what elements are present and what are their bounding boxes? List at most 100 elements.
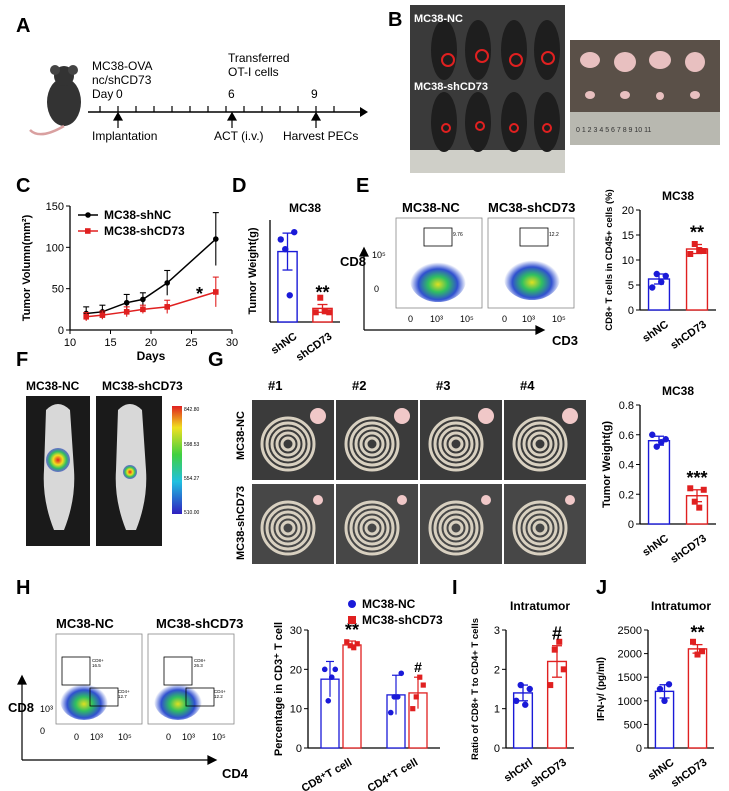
data-point [653,443,660,450]
x-axis-label: Days [137,349,166,363]
event-arrows [112,111,322,128]
day-0-label: 0 [116,87,123,101]
y-axis-label: Tumor Weight(g) [247,227,259,314]
photo-label-sh: MC38-shCD73 [414,81,488,93]
x-tick-label: 20 [145,337,157,349]
ruler-marks: 0 1 2 3 4 5 6 7 8 9 10 11 [576,127,651,134]
data-point [321,666,328,673]
ivis-scale-4: 510.00 [184,510,200,516]
data-point [213,236,219,242]
replicate-3: #3 [436,378,450,393]
flow-e-xtick-0: 0 [408,314,413,324]
bar [647,440,671,525]
data-point [700,248,707,254]
intestine-coil [428,500,484,556]
y-tick-label: 500 [624,719,642,731]
x-tick-label: shCD73 [528,757,568,790]
y-tick-label: 50 [52,284,64,296]
flow-h-xtick-3: 10³ [90,732,103,742]
data-point [413,694,419,700]
flow-e-gate-nc: 9.76 [453,232,463,238]
x-tick-label: 15 [104,337,116,349]
significance-mark: *** [686,468,707,488]
tumor-weight-chart-g: 0 0.2 0.4 0.6 0.8 MC38 Tumor Weight(g) shNCshCD… [601,384,716,566]
tumor-nodule [565,495,575,505]
data-point [410,706,416,712]
data-point [658,438,665,446]
flow-e-ytick-zero: 0 [374,284,379,294]
harvest-label: Harvest PECs [283,129,358,143]
implantation-label: Implantation [92,129,157,143]
data-point [123,299,130,306]
mice-photo [410,5,565,173]
data-point [649,431,656,438]
data-point [417,674,423,680]
bar [687,648,708,749]
panel-label-a: A [16,15,30,37]
tumor-nodule [478,408,494,424]
data-point [325,698,332,704]
chart-title: MC38 [289,201,321,215]
y-tick-label: 2 [494,664,500,676]
legend-marker [348,616,356,624]
flow-e-xlabel: CD3 [552,333,578,348]
y-tick-label: 0.8 [619,400,634,412]
flow-h-gate-cd4-sh: CD4+ 12.2 [214,689,226,699]
significance-mark: ** [690,223,704,243]
flow-plot-h-sh [147,633,235,725]
tumor-volume-chart: 0 50 100 150 10 15 20 25 30 Days Tumor Volumn(mm²)… [21,201,238,363]
ivis-image-sh [96,396,162,546]
data-point [347,643,353,649]
data-point [556,638,563,645]
data-point [282,245,289,253]
tumor-nodule [310,408,326,424]
legend-marker [348,600,356,608]
y-axis-label: Tumor Weight(g) [601,421,613,508]
intestine-coil [344,500,400,556]
ivis-scale-2: 598.53 [184,442,200,448]
flow-e-title-nc: MC38-NC [402,200,460,215]
intestine-coil [260,416,316,472]
cd8-cd4-ratio-chart: 0 1 2 3 Intratumor Ratio of CD8+ T to CD4+ T … [470,599,574,790]
data-point [317,294,324,301]
flow-e-ytick-high: 10⁵ [372,250,386,260]
data-point [658,278,665,286]
data-point [517,681,524,689]
data-point [522,701,529,708]
data-point [123,309,130,315]
y-tick-label: 20 [622,205,634,217]
y-tick-label: 1000 [618,696,642,708]
data-point [326,309,333,316]
flow-plot-e-nc [395,217,483,309]
data-point [328,674,335,680]
replicate-2: #2 [352,378,366,393]
data-point [164,280,170,286]
data-point [140,296,146,303]
y-tick-label: 1500 [618,672,642,684]
y-axis-label: CD8+ T cells in CD45+ cells (%) [604,189,615,331]
replicate-1: #1 [268,378,282,393]
flow-e-xtick-0b: 0 [502,314,507,324]
flow-h-ytick-zero: 0 [40,726,45,736]
timeline-ticks [99,106,335,112]
y-tick-label: 0.4 [619,460,634,472]
photo-label-nc: MC38-NC [414,13,463,25]
data-point [351,645,357,651]
data-point [286,292,293,299]
y-tick-label: 0 [636,743,642,755]
data-point [665,681,673,688]
flow-h-gate-cd8-sh: CD8+ 26.3 [194,658,206,668]
data-point [694,651,701,658]
flow-plot-e-sh [487,217,575,309]
day-6-label: 6 [228,87,235,101]
ivis-scale-3: 554.27 [184,476,200,482]
y-tick-label: 0 [296,743,302,755]
intestine-coil [512,416,568,472]
panel-label-f: F [16,349,28,371]
data-point [696,504,703,511]
y-tick-label: 3 [494,625,500,637]
data-point [420,682,426,688]
data-point [661,697,668,704]
flow-plot-h-nc [55,633,143,725]
day-label: Day [92,87,113,101]
